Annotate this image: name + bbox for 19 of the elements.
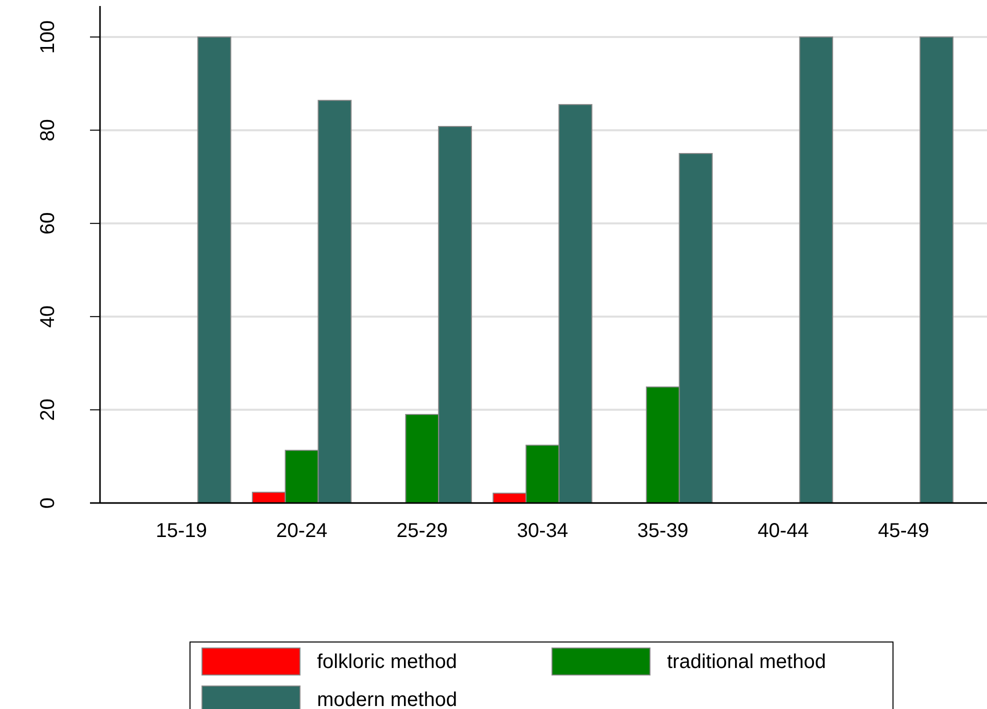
y-tick-label: 60 — [37, 212, 59, 235]
legend-label: traditional method — [667, 651, 826, 673]
legend-label: folkloric method — [317, 651, 458, 673]
bar — [197, 36, 232, 504]
y-tick-label: 80 — [37, 119, 59, 142]
x-tick-label: 25-29 — [396, 520, 448, 542]
x-tick-label: 30-34 — [516, 520, 568, 542]
bar — [920, 36, 954, 504]
x-tick-label: 20-24 — [276, 520, 328, 542]
y-tick-label: 0 — [37, 497, 59, 509]
y-tick-label: 20 — [37, 398, 59, 421]
x-tick-label: 40-44 — [758, 520, 809, 542]
y-tick-label: 100 — [37, 20, 59, 54]
x-tick-label: 35-39 — [637, 520, 688, 542]
y-tick-label: 40 — [37, 305, 59, 328]
legend-label: modern method — [317, 689, 458, 709]
x-tick-label: 15-19 — [156, 520, 207, 542]
x-tick-label: 45-49 — [878, 520, 930, 542]
bar — [799, 36, 834, 504]
